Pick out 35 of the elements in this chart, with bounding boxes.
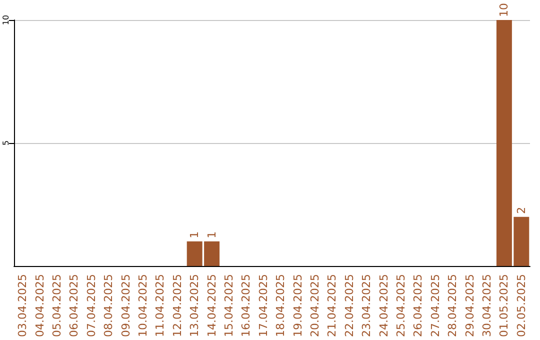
x-tick-label: 16.04.2025 [240,274,253,338]
x-tick-label: 20.04.2025 [308,274,322,338]
x-tick-label: 29.04.2025 [463,274,476,338]
x-tick-label: 24.04.2025 [377,274,390,338]
x-tick-label: 26.04.2025 [412,274,425,338]
x-tick-label: 23.04.2025 [360,274,374,338]
x-tick-label: 15.04.2025 [222,274,236,338]
x-tick-label: 14.04.2025 [205,274,218,338]
data-label: 1 [188,231,202,238]
data-label: 10 [498,3,511,17]
x-tick-label: 02.05.2025 [514,274,528,338]
x-tick-label: 10.04.2025 [136,274,150,338]
x-tick-label: 25.04.2025 [394,274,408,338]
x-tick-label: 07.04.2025 [84,274,98,338]
x-tick-label: 01.05.2025 [498,274,511,338]
x-tick-label: 21.04.2025 [326,274,339,338]
x-tick-label: 22.04.2025 [342,274,356,338]
x-tick-label: 18.04.2025 [274,274,288,338]
x-tick-label: 28.04.2025 [446,274,460,338]
x-tick-label: 13.04.2025 [188,274,202,338]
x-tick-label: 30.04.2025 [480,274,494,338]
data-label: 2 [514,206,528,214]
data-label: 1 [205,231,218,238]
x-tick-label: 05.04.2025 [50,274,64,338]
x-tick-label: 04.04.2025 [33,274,46,338]
x-tick-label: 11.04.2025 [154,274,167,338]
x-tick-label: 03.04.2025 [16,274,30,338]
x-tick-label: 19.04.2025 [291,274,304,338]
x-tick-label: 27.04.2025 [428,274,442,338]
x-tick-label: 12.04.2025 [170,274,184,338]
x-tick-label: 06.04.2025 [68,274,81,338]
x-tick-label: 17.04.2025 [256,274,270,338]
y-tick-label: 5 [2,140,10,146]
x-tick-label: 09.04.2025 [119,274,132,338]
x-tick-label: 08.04.2025 [102,274,116,338]
